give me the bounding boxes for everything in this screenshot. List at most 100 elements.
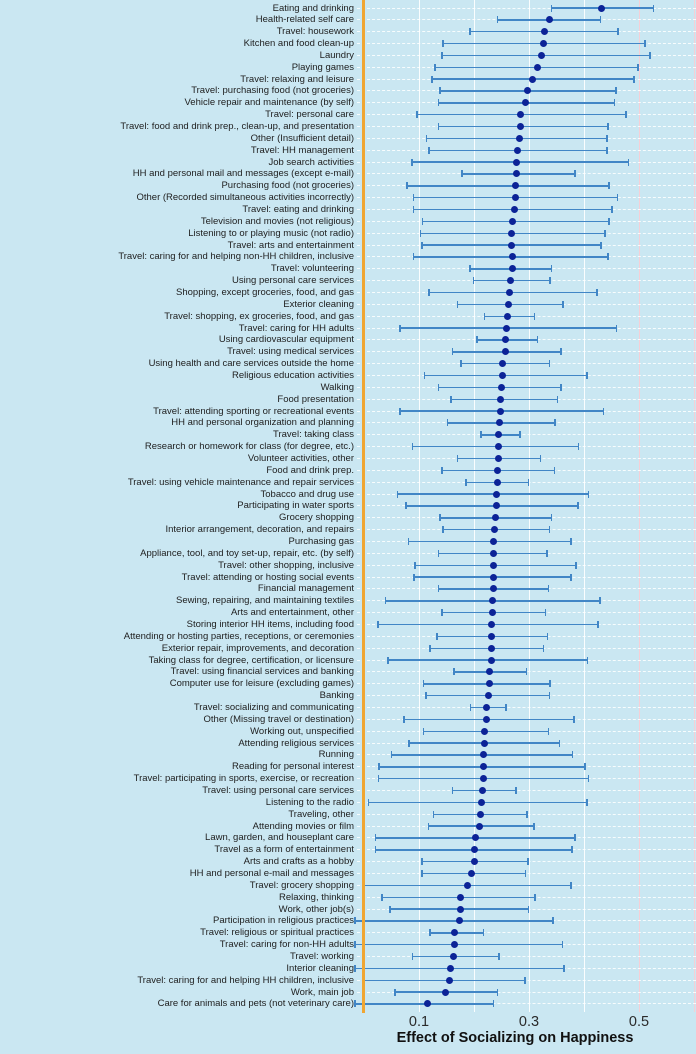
error-bar-cap (536, 336, 538, 344)
error-bar-cap (550, 265, 553, 273)
estimate-dot (464, 881, 472, 889)
error-bar (355, 1003, 494, 1005)
error-bar-cap (606, 134, 608, 142)
error-bar-cap (425, 134, 428, 142)
estimate-dot (494, 443, 502, 451)
error-bar-cap (599, 16, 602, 24)
row-label: Travel: socializing and communicating (193, 702, 354, 714)
estimate-dot (451, 929, 459, 937)
row-gridline (357, 873, 696, 875)
row-label: Purchasing gas (288, 536, 354, 548)
error-bar-cap (584, 763, 586, 771)
error-bar-cap (483, 312, 486, 320)
error-bar-cap (482, 929, 485, 937)
error-bar-cap (384, 597, 387, 605)
error-bar-cap (419, 229, 422, 237)
estimate-dot (502, 324, 510, 332)
row-label: Appliance, tool, and toy set-up, repair,… (140, 547, 354, 559)
error-bar-cap (354, 917, 356, 925)
error-bar-cap (451, 787, 454, 795)
estimate-dot (488, 609, 496, 617)
estimate-dot (507, 241, 515, 249)
error-bar (406, 185, 609, 187)
row-gridline (357, 956, 696, 958)
row-label: Travel: using medical services (227, 346, 354, 358)
error-bar-cap (549, 277, 551, 285)
error-bar-cap (437, 383, 439, 391)
estimate-dot (445, 976, 453, 984)
estimate-dot (499, 360, 507, 368)
error-bar-cap (396, 490, 399, 498)
error-bar-cap (608, 217, 610, 225)
error-bar-cap (425, 692, 427, 700)
estimate-dot (424, 1000, 432, 1008)
row-label: Exterior repair, improvements, and decor… (161, 642, 354, 654)
error-bar-cap (427, 822, 430, 830)
row-gridline (357, 434, 696, 436)
error-bar-cap (496, 16, 499, 24)
row-label: Using health and care services outside t… (148, 358, 354, 370)
row-label: Laundry (319, 49, 354, 61)
error-bar-cap (573, 715, 575, 723)
estimate-dot (489, 573, 497, 581)
error-bar-cap (441, 609, 443, 617)
estimate-dot (494, 478, 502, 486)
estimate-dot (479, 763, 487, 771)
error-bar-cap (374, 834, 377, 842)
estimate-dot (476, 810, 484, 818)
estimate-dot (486, 668, 494, 676)
error-bar-cap (617, 28, 619, 36)
row-gridline (357, 7, 696, 9)
row-label: Interior arrangement, decoration, and re… (165, 524, 354, 536)
error-bar-cap (453, 668, 455, 676)
row-label: Travel: shopping, ex groceries, food, an… (164, 310, 354, 322)
error-bar-cap (437, 549, 439, 557)
estimate-dot (493, 502, 501, 510)
error-bar-cap (558, 739, 560, 747)
estimate-dot (509, 253, 516, 261)
estimate-dot (513, 158, 521, 166)
error-bar-cap (550, 514, 553, 522)
row-label: Travel: attending or hosting social even… (181, 571, 354, 583)
error-bar-cap (496, 988, 499, 996)
row-label: Travel: purchasing food (not groceries) (191, 85, 354, 97)
estimate-dot (495, 419, 503, 427)
error-bar-cap (421, 217, 424, 225)
error-bar-cap (460, 360, 462, 368)
estimate-dot (512, 194, 520, 202)
error-bar-cap (421, 858, 423, 866)
error-bar-cap (378, 763, 380, 771)
error-bar-cap (434, 63, 436, 71)
error-bar-cap (524, 870, 527, 878)
estimate-dot (478, 787, 486, 795)
error-bar-cap (577, 443, 580, 451)
row-label: Travel: religious or spiritual practices (200, 927, 354, 939)
row-label: Travel: housework (276, 26, 354, 38)
row-label: Attending or hosting parties, receptions… (123, 630, 354, 642)
row-label: Attending religious services (238, 737, 354, 749)
error-bar-cap (544, 609, 547, 617)
estimate-dot (512, 182, 520, 190)
error-bar-cap (446, 419, 449, 427)
error-bar-cap (607, 123, 609, 131)
error-bar-cap (552, 917, 554, 925)
estimate-dot (494, 455, 502, 463)
error-bar-cap (367, 798, 370, 806)
row-gridline (357, 932, 696, 934)
estimate-dot (480, 739, 488, 747)
error-bar-cap (394, 988, 396, 996)
row-label: Travel as a form of entertainment (214, 844, 354, 856)
estimate-dot (598, 4, 606, 12)
error-bar-cap (437, 585, 439, 593)
estimate-dot (524, 87, 532, 95)
error-bar-cap (550, 4, 553, 12)
row-label: Grocery shopping (279, 512, 354, 524)
error-bar-cap (571, 846, 573, 854)
error-bar-cap (439, 514, 441, 522)
estimate-dot (507, 277, 515, 285)
estimate-dot (515, 134, 523, 142)
row-label: Arts and crafts as a hobby (243, 856, 354, 868)
row-label: Interior cleaning (286, 962, 354, 974)
estimate-dot (442, 988, 450, 996)
error-bar-cap (456, 455, 459, 463)
